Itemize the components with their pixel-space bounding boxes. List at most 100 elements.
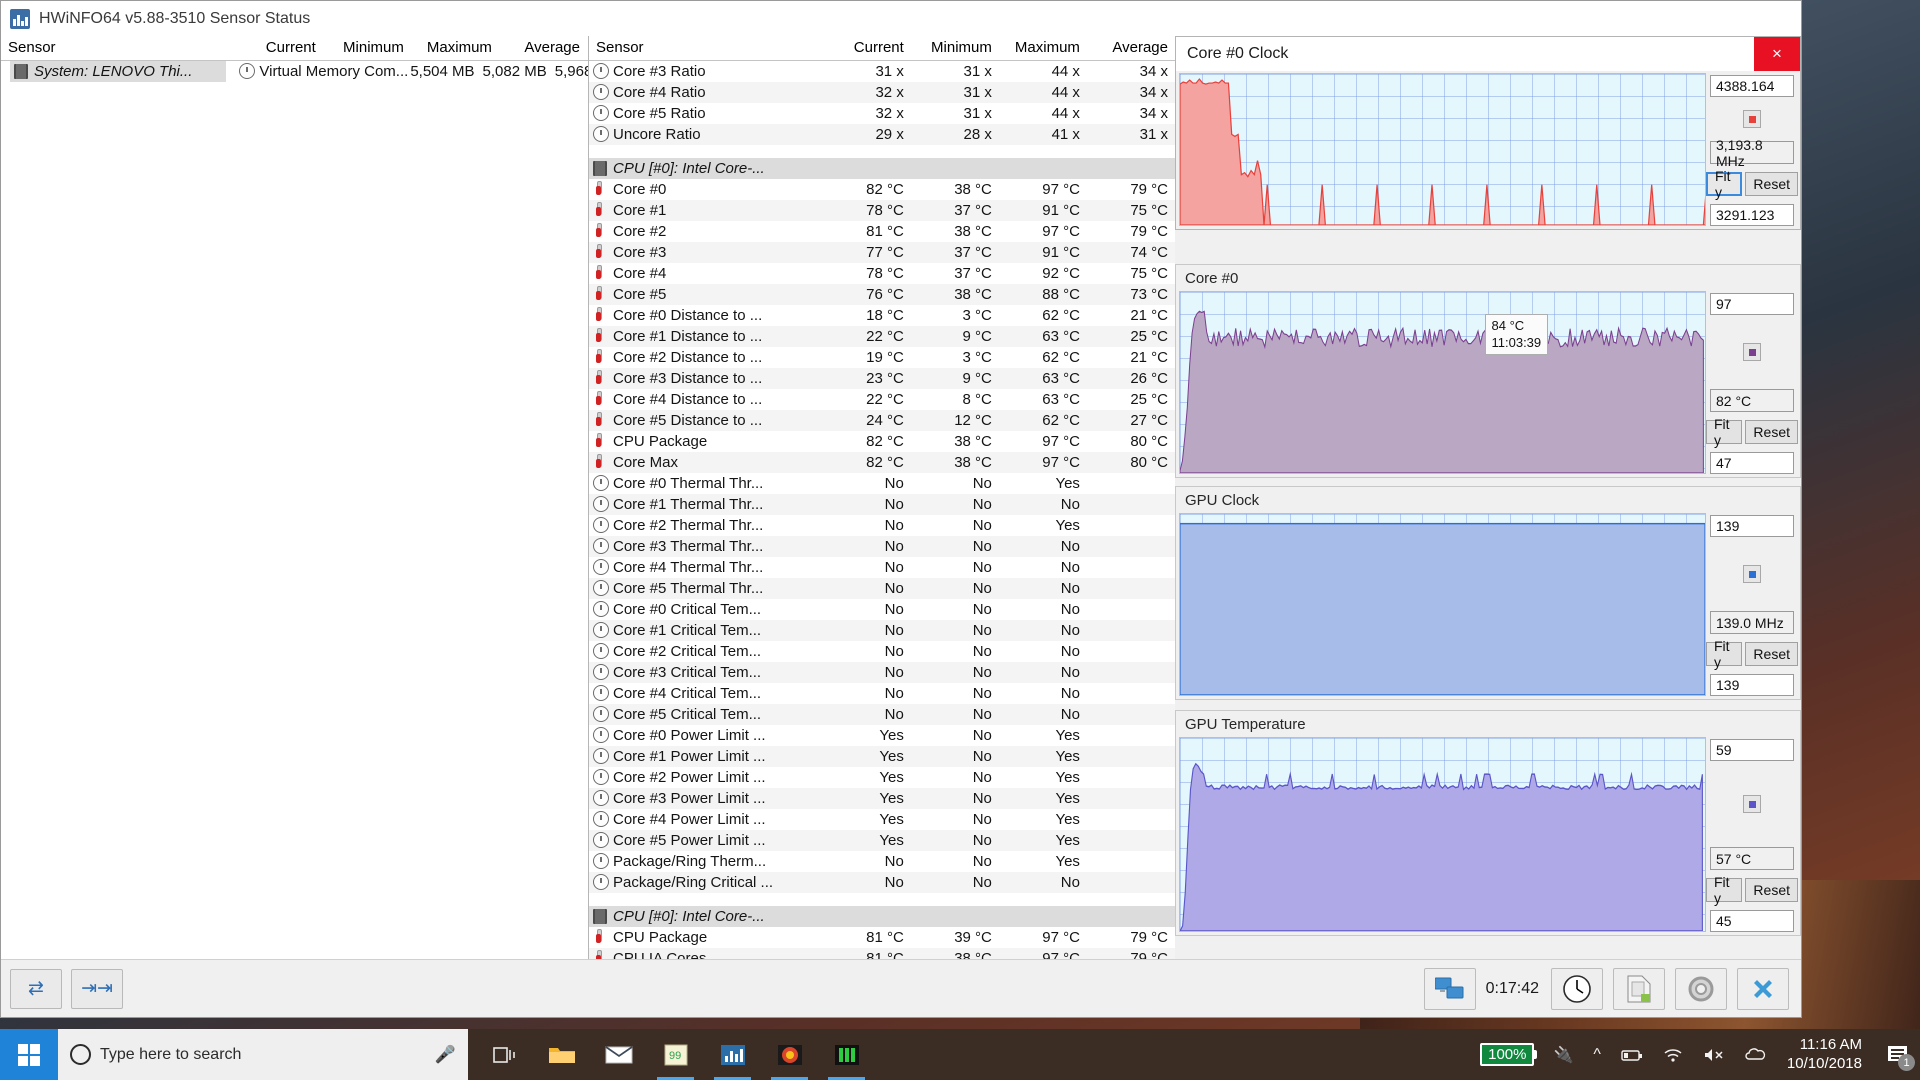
microphone-icon[interactable]: 🎤 — [434, 1044, 456, 1064]
plot-core0-clock[interactable] — [1179, 73, 1706, 226]
hwinfo-icon[interactable] — [706, 1029, 759, 1080]
table-row[interactable]: Core #4 Power Limit ... Yes No Yes — [589, 809, 1176, 830]
y-max-field[interactable]: 4388.164 — [1710, 75, 1794, 97]
series-color-swatch[interactable] — [1743, 565, 1761, 583]
table-row[interactable]: Core #4 Critical Tem... No No No — [589, 683, 1176, 704]
search-input[interactable]: Type here to search 🎤 — [58, 1029, 468, 1080]
table-group-header[interactable]: CPU [#0]: Intel Core-... — [589, 905, 1176, 927]
monitor-app-icon[interactable] — [820, 1029, 873, 1080]
plot-gpu-clock[interactable] — [1179, 513, 1706, 696]
volume-muted-icon[interactable] — [1693, 1047, 1735, 1063]
table-row[interactable]: Core #4 Distance to ... 22 °C 8 °C 63 °C 25 … — [589, 389, 1176, 410]
notepad-icon[interactable]: 99 — [649, 1029, 702, 1080]
fit-y-button[interactable]: Fit y — [1706, 874, 1743, 906]
table-group-header[interactable]: System: LENOVO Thi... — [10, 61, 227, 82]
table-row[interactable]: Core #3 Power Limit ... Yes No Yes — [589, 787, 1176, 809]
monitors-icon[interactable] — [1423, 967, 1476, 1010]
col-header-average[interactable]: Average — [1087, 36, 1176, 61]
clock-icon[interactable] — [1551, 967, 1603, 1010]
table-group-header[interactable]: CPU [#0]: Intel Core-... — [589, 157, 1176, 179]
table-row[interactable]: Uncore Ratio 29 x 28 x 41 x 31 x — [589, 123, 1176, 145]
reset-button[interactable]: Reset — [1745, 642, 1798, 666]
table-row[interactable]: Core #1 Power Limit ... Yes No Yes — [589, 745, 1176, 767]
table-row[interactable]: Core #5 Thermal Thr... No No No — [589, 577, 1176, 599]
table-row[interactable]: Core #3 Thermal Thr... No No No — [589, 535, 1176, 557]
furmark-icon[interactable] — [763, 1029, 816, 1080]
col-header-average[interactable]: Average — [499, 36, 588, 61]
table-row[interactable]: Core #2 81 °C 38 °C 97 °C 79 °C — [589, 221, 1176, 242]
y-max-field[interactable]: 139 — [1710, 515, 1794, 537]
battery-tray-icon[interactable] — [1611, 1048, 1653, 1062]
table-row[interactable]: Core #3 Ratio 31 x 31 x 44 x 34 x — [589, 61, 1176, 82]
table-row[interactable]: Core #1 Distance to ... 22 °C 9 °C 63 °C 25 … — [589, 325, 1176, 347]
table-row[interactable]: Core #2 Power Limit ... Yes No Yes — [589, 767, 1176, 788]
table-row[interactable]: Package/Ring Critical ... No No No — [589, 871, 1176, 893]
series-color-swatch[interactable] — [1743, 343, 1761, 361]
y-min-field[interactable]: 3291.123 — [1710, 204, 1794, 226]
wifi-icon[interactable] — [1653, 1047, 1693, 1063]
power-plug-icon[interactable]: 🔌 — [1553, 1046, 1574, 1064]
table-row[interactable]: Core #0 Thermal Thr... No No Yes — [589, 473, 1176, 494]
table-row[interactable]: Core #3 Distance to ... 23 °C 9 °C 63 °C 26 … — [589, 367, 1176, 389]
table-row[interactable]: Core #2 Distance to ... 19 °C 3 °C 62 °C 21 … — [589, 347, 1176, 368]
table-row[interactable]: Core #1 78 °C 37 °C 91 °C 75 °C — [589, 199, 1176, 221]
table-row[interactable]: Core #2 Thermal Thr... No No Yes — [589, 515, 1176, 536]
reset-button[interactable]: Reset — [1745, 878, 1798, 902]
fit-y-button[interactable]: Fit y — [1706, 168, 1743, 200]
table-row[interactable]: Virtual Memory Com... 5,504 MB 5,082 MB 5,9… — [235, 61, 588, 82]
mail-icon[interactable] — [592, 1029, 645, 1080]
nav-skip-button[interactable]: ⇥⇥ — [71, 968, 123, 1009]
y-max-field[interactable]: 59 — [1710, 739, 1794, 761]
table-row[interactable]: Package/Ring Therm... No No Yes — [589, 851, 1176, 872]
col-header-current[interactable]: Current — [817, 36, 912, 61]
table-row[interactable]: Core #1 Critical Tem... No No No — [589, 619, 1176, 641]
table-row[interactable]: Core #5 Critical Tem... No No No — [589, 703, 1176, 725]
table-row[interactable]: Core #5 Power Limit ... Yes No Yes — [589, 829, 1176, 851]
table-row[interactable]: Core #0 Critical Tem... No No No — [589, 599, 1176, 620]
series-color-swatch[interactable] — [1743, 110, 1761, 128]
table-row[interactable]: Core #0 Power Limit ... Yes No Yes — [589, 725, 1176, 746]
taskbar-clock[interactable]: 11:16 AM 10/10/2018 — [1777, 1036, 1876, 1074]
col-header-maximum[interactable]: Maximum — [999, 36, 1088, 61]
fit-y-button[interactable]: Fit y — [1706, 638, 1743, 670]
y-max-field[interactable]: 97 — [1710, 293, 1794, 315]
table-row[interactable]: Core #5 Ratio 32 x 31 x 44 x 34 x — [589, 103, 1176, 124]
start-button[interactable] — [0, 1029, 58, 1080]
nav-back-forward-button[interactable]: ⇄ — [10, 968, 62, 1009]
reset-button[interactable]: Reset — [1745, 420, 1798, 444]
col-header-maximum[interactable]: Maximum — [411, 36, 500, 61]
table-row[interactable]: CPU Package 82 °C 38 °C 97 °C 80 °C — [589, 431, 1176, 452]
file-explorer-icon[interactable] — [535, 1029, 588, 1080]
table-row[interactable]: Core #5 Distance to ... 24 °C 12 °C 62 °C 27… — [589, 409, 1176, 431]
log-file-icon[interactable] — [1613, 967, 1665, 1010]
table-row[interactable]: Core #0 82 °C 38 °C 97 °C 79 °C — [589, 179, 1176, 200]
table-row[interactable]: Core #3 Critical Tem... No No No — [589, 661, 1176, 683]
col-header-current[interactable]: Current — [229, 36, 324, 61]
table-row[interactable]: Core Max 82 °C 38 °C 97 °C 80 °C — [589, 451, 1176, 473]
plot-core0-temp[interactable]: 84 °C 11:03:39 — [1179, 291, 1706, 474]
col-header-sensor[interactable]: Sensor — [1, 36, 230, 61]
reset-button[interactable]: Reset — [1745, 172, 1798, 196]
series-color-swatch[interactable] — [1743, 795, 1761, 813]
gear-icon[interactable] — [1675, 967, 1727, 1010]
task-view-icon[interactable] — [478, 1029, 531, 1080]
close-icon[interactable]: × — [1754, 37, 1800, 71]
notification-center-button[interactable]: 1 — [1876, 1029, 1920, 1080]
close-x-icon[interactable] — [1737, 967, 1789, 1010]
y-min-field[interactable]: 45 — [1710, 910, 1794, 932]
table-row[interactable]: Core #4 Thermal Thr... No No No — [589, 557, 1176, 578]
battery-status[interactable]: 100% — [1470, 1043, 1543, 1066]
fit-y-button[interactable]: Fit y — [1706, 416, 1743, 448]
plot-gpu-temp[interactable] — [1179, 737, 1706, 932]
table-row[interactable]: Core #2 Critical Tem... No No No — [589, 641, 1176, 662]
table-row[interactable]: Core #4 Ratio 32 x 31 x 44 x 34 x — [589, 81, 1176, 103]
y-min-field[interactable]: 47 — [1710, 452, 1794, 474]
chevron-up-icon[interactable]: ^ — [1593, 1045, 1601, 1063]
y-min-field[interactable]: 139 — [1710, 674, 1794, 696]
table-row[interactable]: Core #0 Distance to ... 18 °C 3 °C 62 °C 21 … — [589, 305, 1176, 326]
col-header-minimum[interactable]: Minimum — [323, 36, 412, 61]
table-row[interactable]: Core #5 76 °C 38 °C 88 °C 73 °C — [589, 283, 1176, 305]
table-row[interactable]: Core #4 78 °C 37 °C 92 °C 75 °C — [589, 263, 1176, 284]
col-header-sensor[interactable]: Sensor — [589, 36, 818, 61]
table-row[interactable]: Core #3 77 °C 37 °C 91 °C 74 °C — [589, 241, 1176, 263]
